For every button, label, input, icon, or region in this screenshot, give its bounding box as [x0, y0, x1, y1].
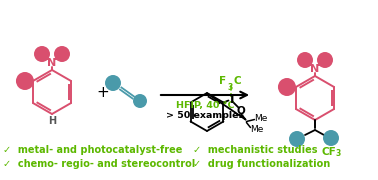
Text: I: I: [229, 93, 234, 106]
Circle shape: [34, 46, 50, 62]
Text: CF: CF: [322, 147, 336, 157]
Circle shape: [297, 52, 313, 68]
Text: ✓  chemo- regio- and stereocontrol: ✓ chemo- regio- and stereocontrol: [3, 159, 195, 169]
Text: 3: 3: [228, 82, 233, 91]
Circle shape: [323, 130, 339, 146]
Text: ✓  mechanistic studies: ✓ mechanistic studies: [193, 145, 318, 155]
Text: O: O: [236, 105, 245, 116]
Text: C: C: [234, 75, 241, 86]
Text: HFIP, 40 °C: HFIP, 40 °C: [176, 100, 234, 109]
Text: F: F: [219, 75, 226, 86]
Circle shape: [317, 52, 333, 68]
Text: +: +: [97, 84, 109, 100]
Circle shape: [16, 72, 34, 90]
Circle shape: [133, 94, 147, 108]
Text: 3: 3: [336, 150, 341, 159]
Circle shape: [278, 78, 296, 96]
Text: ✓  metal- and photocatalyst-free: ✓ metal- and photocatalyst-free: [3, 145, 182, 155]
Text: > 50 examples: > 50 examples: [166, 111, 244, 120]
Text: Me: Me: [251, 125, 264, 134]
Circle shape: [54, 46, 70, 62]
Circle shape: [105, 75, 121, 91]
Text: N: N: [47, 58, 57, 68]
Text: ✓  drug functionalization: ✓ drug functionalization: [193, 159, 330, 169]
Text: N: N: [310, 64, 320, 74]
Text: Me: Me: [254, 114, 268, 123]
Text: H: H: [48, 116, 56, 126]
Circle shape: [289, 131, 305, 147]
